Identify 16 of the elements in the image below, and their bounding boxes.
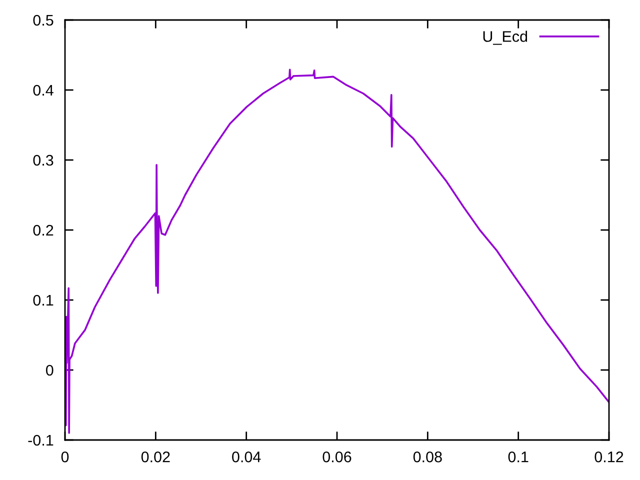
y-tick-label: 0.1 [33, 294, 54, 306]
x-tick-label: 0.08 [413, 452, 442, 462]
x-tick-label: 0.1 [508, 452, 528, 462]
legend-label: U_Ecd [483, 30, 528, 45]
x-tick-label: 0.02 [141, 452, 170, 462]
y-tick-label: 0.5 [33, 14, 54, 26]
y-tick-label: -0.1 [28, 434, 54, 446]
x-tick-label: 0.04 [232, 452, 261, 462]
y-tick-label: 0.2 [33, 224, 54, 236]
line-series [65, 68, 609, 434]
x-tick-label: 0 [61, 452, 69, 462]
y-tick-label: 0 [46, 364, 54, 376]
y-tick-label: 0.4 [33, 84, 54, 96]
y-tick-label: 0.3 [33, 154, 54, 166]
x-tick-label: 0.12 [594, 452, 624, 462]
x-tick-label: 0.06 [322, 452, 352, 462]
